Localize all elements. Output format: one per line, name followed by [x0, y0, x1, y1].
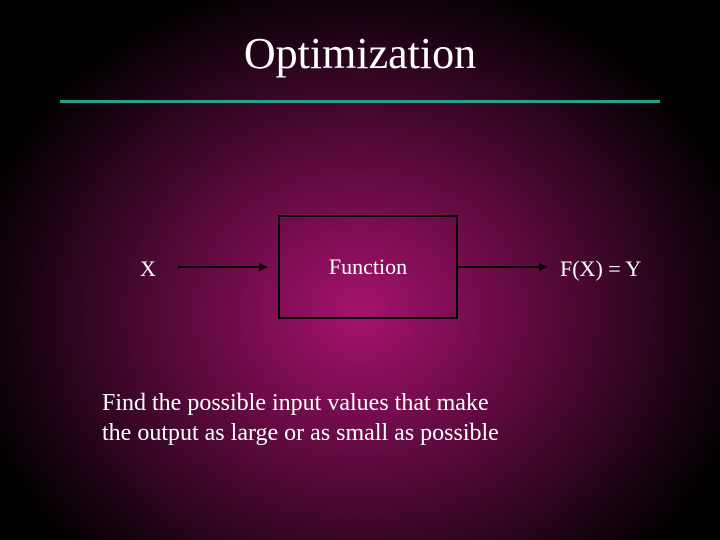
- arrow-in-head-icon: [259, 263, 268, 271]
- body-text: Find the possible input values that make…: [102, 388, 499, 448]
- input-label: X: [140, 256, 156, 282]
- slide-root: Optimization X Function F(X) = Y Find th…: [0, 0, 720, 540]
- arrow-out-line: [458, 266, 539, 268]
- body-text-line2: the output as large or as small as possi…: [102, 418, 499, 448]
- title-underline: [60, 100, 660, 103]
- arrow-out-head-icon: [539, 263, 548, 271]
- function-box-label: Function: [329, 254, 407, 280]
- output-label: F(X) = Y: [560, 256, 641, 282]
- function-box: Function: [278, 215, 458, 319]
- body-text-line1: Find the possible input values that make: [102, 388, 499, 418]
- slide-title: Optimization: [0, 28, 720, 79]
- arrow-in-line: [178, 266, 259, 268]
